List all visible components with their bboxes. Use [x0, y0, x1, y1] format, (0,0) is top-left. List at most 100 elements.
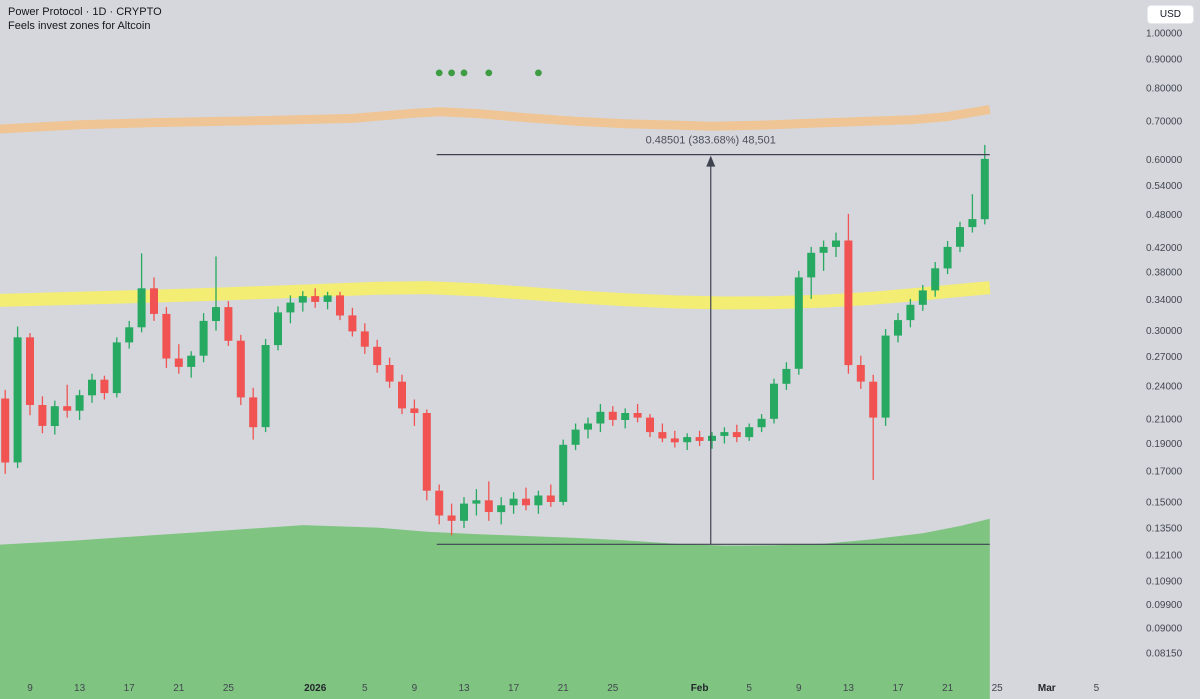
candle	[968, 194, 977, 233]
price-tick-label: 0.27000	[1146, 352, 1183, 363]
signal-dot-icon	[460, 69, 468, 77]
candle	[596, 403, 605, 433]
candle	[1, 389, 10, 474]
candle	[497, 497, 506, 525]
candle	[447, 503, 456, 536]
candle	[373, 339, 382, 373]
candle	[918, 284, 927, 311]
signal-dot-icon	[535, 69, 542, 77]
signal-dots	[435, 69, 542, 77]
time-tick-label: 25	[607, 683, 619, 694]
time-tick-label: Feb	[691, 683, 709, 694]
candle	[782, 362, 791, 390]
candle	[683, 433, 692, 451]
price-tick-label: 0.60000	[1146, 155, 1183, 166]
time-tick-label: 21	[942, 683, 954, 694]
time-tick-label: 5	[362, 683, 368, 694]
price-tick-label: 1.00000	[1146, 29, 1183, 40]
candle	[311, 288, 320, 308]
price-tick-label: 0.90000	[1146, 55, 1183, 66]
price-range-tool[interactable]: 0.48501 (383.68%) 48,501	[436, 135, 990, 545]
time-tick-label: 17	[508, 683, 520, 694]
candle	[162, 307, 171, 368]
candle	[732, 424, 741, 443]
candle	[856, 355, 865, 389]
upper-band-indicator	[0, 104, 991, 134]
time-tick-label: 21	[173, 683, 185, 694]
price-axis[interactable]: 1.00000 0.90000 0.80000 0.70000 0.60000 0.540…	[1146, 29, 1183, 660]
measurement-label: 0.48501 (383.68%) 48,501	[646, 135, 776, 147]
chart-legend: Power Protocol · 1D · CRYPTO Feels inves…	[8, 5, 162, 33]
price-tick-label: 0.34000	[1146, 295, 1183, 306]
candle	[906, 298, 915, 328]
time-tick-label: 2026	[304, 683, 327, 694]
candle	[658, 423, 667, 443]
price-tick-label: 0.13500	[1146, 524, 1183, 535]
candle	[633, 403, 642, 423]
price-tick-label: 0.21000	[1146, 414, 1183, 425]
price-tick-label: 0.15000	[1146, 498, 1183, 509]
candle	[298, 291, 307, 312]
candle	[100, 375, 109, 400]
time-axis[interactable]: 9 13 17 21 25 2026 5 9 13 17 21 25 Feb 5 9 13 17 21 25 Mar 5	[27, 683, 1099, 694]
candle	[150, 277, 158, 321]
candle	[534, 490, 543, 514]
candle	[13, 326, 22, 469]
price-tick-label: 0.19000	[1146, 439, 1183, 450]
candle	[807, 246, 816, 299]
candle	[819, 240, 828, 271]
candle	[26, 333, 34, 416]
time-tick-label: 9	[412, 683, 418, 694]
candle	[75, 389, 84, 420]
invest-zone-area	[0, 518, 990, 699]
price-tick-label: 0.42000	[1146, 243, 1183, 254]
candle	[584, 417, 592, 439]
time-tick-label: 17	[124, 683, 136, 694]
candle	[956, 221, 964, 253]
candle	[869, 374, 878, 480]
time-tick-label: 5	[1094, 683, 1100, 694]
price-tick-label: 0.54000	[1146, 181, 1183, 192]
candle	[360, 323, 369, 354]
time-tick-label: Mar	[1038, 683, 1056, 694]
price-tick-label: 0.70000	[1146, 117, 1183, 128]
candle	[894, 313, 902, 343]
candle	[398, 374, 406, 415]
candle	[199, 313, 208, 363]
candle	[212, 256, 220, 331]
candle	[708, 432, 716, 449]
candle	[559, 439, 568, 506]
candle	[422, 409, 431, 501]
candle	[274, 306, 282, 351]
indicator-title[interactable]: Feels invest zones for Altcoin	[8, 20, 151, 32]
candle	[832, 232, 840, 257]
candle	[187, 351, 196, 378]
candle	[460, 497, 468, 528]
time-tick-label: 25	[223, 683, 235, 694]
time-tick-label: 9	[27, 683, 33, 694]
mid-band-indicator	[0, 281, 991, 310]
candle	[509, 492, 518, 514]
candle	[770, 378, 778, 424]
candle	[435, 484, 444, 525]
symbol-title[interactable]: Power Protocol · 1D · CRYPTO	[8, 6, 162, 18]
time-tick-label: 13	[843, 683, 855, 694]
candle	[286, 295, 295, 324]
time-tick-label: 5	[746, 683, 752, 694]
candle	[112, 337, 121, 398]
price-tick-label: 0.30000	[1146, 326, 1183, 337]
candle	[546, 484, 555, 507]
candle	[348, 307, 357, 337]
price-tick-label: 0.48000	[1146, 210, 1183, 221]
candle	[261, 339, 270, 433]
candle	[137, 253, 146, 333]
signal-dot-icon	[435, 69, 443, 77]
candle	[125, 320, 134, 349]
price-tick-label: 0.24000	[1146, 381, 1183, 392]
time-tick-label: 13	[74, 683, 86, 694]
time-tick-label: 9	[796, 683, 802, 694]
currency-button[interactable]: USD	[1146, 5, 1194, 24]
candle	[224, 301, 233, 346]
candle	[881, 329, 890, 426]
